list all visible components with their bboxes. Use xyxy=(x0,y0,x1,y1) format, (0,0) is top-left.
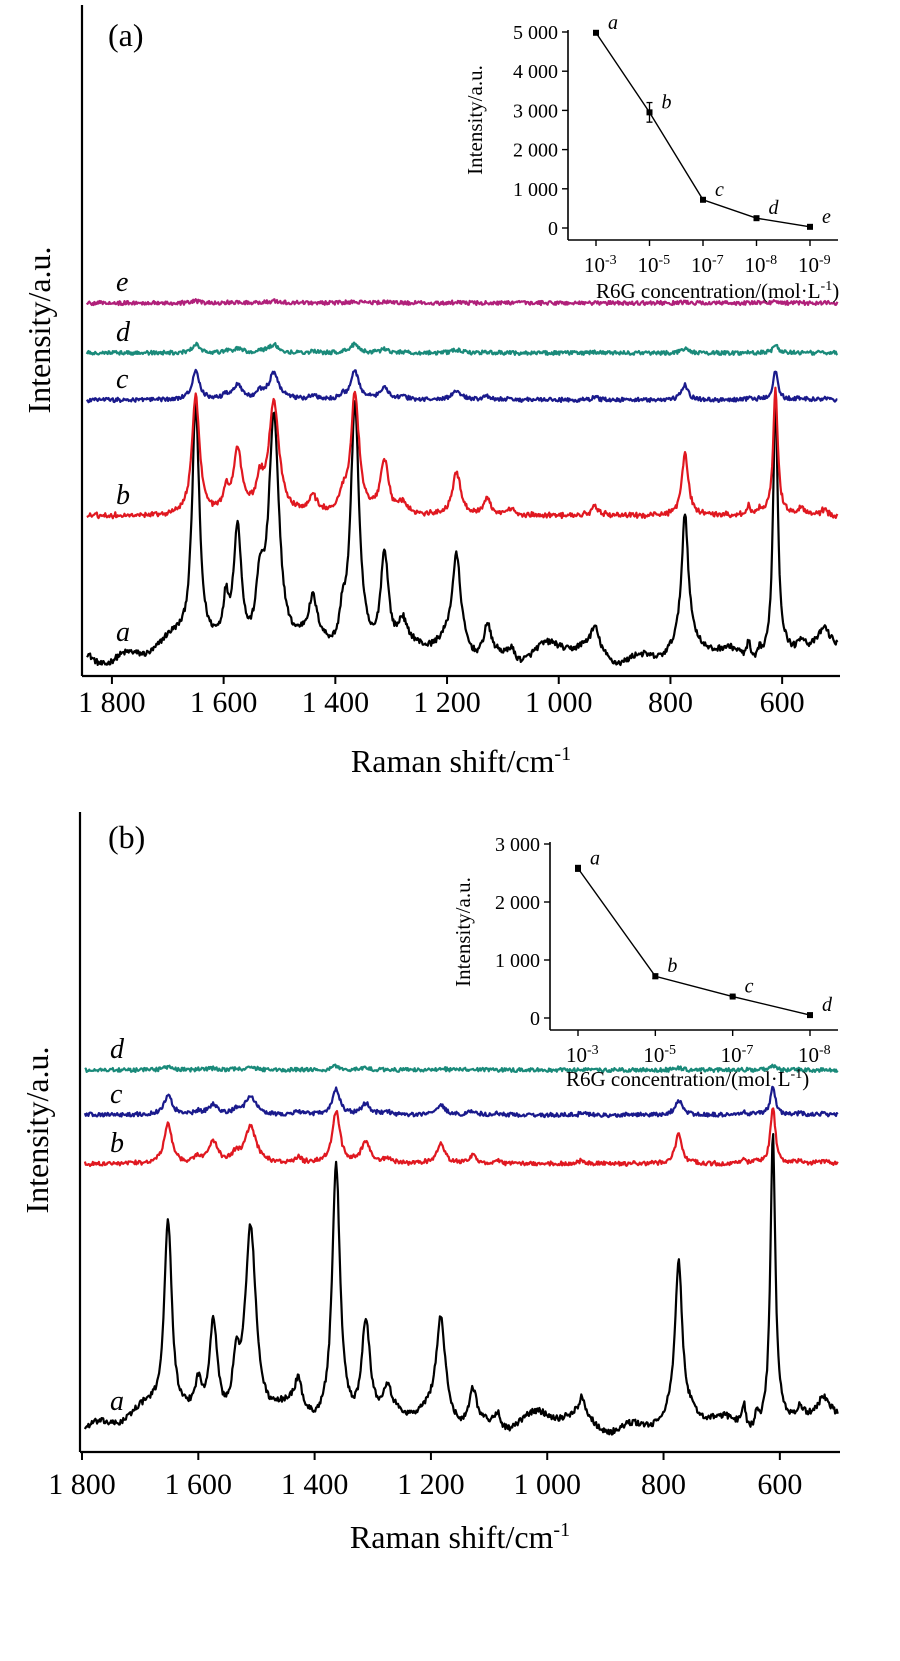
spectrum-c xyxy=(83,1085,839,1119)
inset-point-b xyxy=(652,973,659,980)
spectrum-c xyxy=(85,368,838,404)
inset-x-tick-label: 10-3 xyxy=(584,253,617,277)
spectrum-d xyxy=(84,1063,839,1074)
inset-point-c xyxy=(729,993,736,1000)
inset-x-tick-label: 10-5 xyxy=(643,1043,676,1067)
inset-point-label-b: b xyxy=(662,91,672,113)
spectrum-label-d: d xyxy=(116,317,131,348)
spectrum-label-b: b xyxy=(110,1128,124,1159)
spectrum-label-a: a xyxy=(116,617,130,648)
inset-point-label-b: b xyxy=(667,955,677,977)
spectrum-label-a: a xyxy=(110,1386,124,1417)
y-axis-label: Intensity/a.u. xyxy=(19,1046,55,1213)
x-tick-label: 1 000 xyxy=(513,1468,581,1501)
spectrum-e xyxy=(85,298,839,307)
spectrum-a xyxy=(86,394,839,667)
inset-point-label-d: d xyxy=(822,994,833,1016)
inset-point-d xyxy=(807,1012,813,1019)
inset-x-tick-label: 10-3 xyxy=(566,1043,599,1067)
spectrum-label-d: d xyxy=(110,1034,125,1065)
inset-x-tick-label: 10-5 xyxy=(638,253,671,277)
inset-point-label-a: a xyxy=(590,847,600,869)
spectrum-label-c: c xyxy=(110,1079,123,1110)
x-tick-label: 800 xyxy=(648,686,693,719)
x-tick-label: 1 800 xyxy=(78,686,146,719)
spectrum-b xyxy=(86,386,839,520)
spectrum-b xyxy=(83,1107,839,1168)
inset-x-tick-label: 10-8 xyxy=(745,253,778,277)
inset-y-tick-label: 3 000 xyxy=(495,834,540,856)
inset-y-tick-label: 3 000 xyxy=(513,100,558,122)
panel-label: (b) xyxy=(108,819,145,855)
inset-point-a xyxy=(575,865,581,872)
x-tick-label: 1 000 xyxy=(525,686,593,719)
inset-y-tick-label: 1 000 xyxy=(513,179,558,201)
inset-y-tick-label: 0 xyxy=(530,1008,540,1030)
inset-point-c xyxy=(700,196,706,203)
inset-chart: 0 1 000 2 000 3 000 4 000 5 000 10-3 10-5 10-7 10… xyxy=(463,12,839,303)
x-tick-label: 1 800 xyxy=(48,1468,116,1501)
inset-point-label-a: a xyxy=(608,12,618,34)
panel-a: 1 800 1 600 1 400 1 200 1 000 800 600 Raman shi… xyxy=(21,5,840,779)
inset-y-tick-label: 2 000 xyxy=(513,140,558,162)
inset-point-label-c: c xyxy=(745,976,754,998)
y-axis-label: Intensity/a.u. xyxy=(21,246,57,413)
x-tick-label: 600 xyxy=(760,686,805,719)
x-tick-label: 1 600 xyxy=(165,1468,233,1501)
inset-y-axis-label: Intensity/a.u. xyxy=(451,877,475,987)
inset-trend-line xyxy=(577,867,811,1016)
spectrum-label-b: b xyxy=(116,480,130,511)
spectrum-label-e: e xyxy=(116,267,128,298)
inset-x-tick-label: 10-8 xyxy=(798,1043,831,1067)
inset-x-tick-label: 10-7 xyxy=(721,1043,754,1067)
inset-y-tick-label: 2 000 xyxy=(495,892,540,914)
inset-point-b xyxy=(646,109,653,116)
inset-y-tick-label: 0 xyxy=(548,218,558,240)
x-axis-label: Raman shift/cm-1 xyxy=(350,1519,570,1555)
spectrum-label-c: c xyxy=(116,364,129,395)
inset-y-axis-label: Intensity/a.u. xyxy=(463,65,487,175)
spectrum-a xyxy=(83,1133,839,1436)
x-tick-label: 800 xyxy=(641,1468,686,1501)
inset-point-d xyxy=(753,215,760,222)
x-tick-label: 1 400 xyxy=(281,1468,349,1501)
x-axis-label: Raman shift/cm-1 xyxy=(351,743,571,779)
inset-point-label-e: e xyxy=(822,206,831,228)
x-tick-label: 1 200 xyxy=(413,686,481,719)
panel-label: (a) xyxy=(108,17,144,53)
x-tick-label: 1 400 xyxy=(302,686,370,719)
inset-point-label-d: d xyxy=(769,197,780,219)
inset-x-tick-label: 10-9 xyxy=(798,253,831,277)
inset-point-label-c: c xyxy=(715,179,724,201)
x-tick-label: 1 200 xyxy=(397,1468,465,1501)
spectrum-d xyxy=(85,341,839,356)
inset-y-tick-label: 5 000 xyxy=(513,22,558,44)
inset-x-tick-label: 10-7 xyxy=(691,253,724,277)
inset-y-tick-label: 4 000 xyxy=(513,61,558,83)
inset-chart: 0 1 000 2 000 3 000 10-3 10-5 10-7 10-8 a b c d R6G … xyxy=(451,834,838,1091)
x-tick-label: 600 xyxy=(757,1468,802,1501)
inset-point-a xyxy=(593,29,599,36)
inset-x-axis-label: R6G concentration/(mol·L-1) xyxy=(596,279,839,303)
inset-point-e xyxy=(807,223,813,230)
x-tick-label: 1 600 xyxy=(190,686,258,719)
inset-x-axis-label: R6G concentration/(mol·L-1) xyxy=(566,1067,809,1091)
inset-y-tick-label: 1 000 xyxy=(495,950,540,972)
panel-b: 1 800 1 600 1 400 1 200 1 000 800 600 Raman shi… xyxy=(19,812,840,1555)
